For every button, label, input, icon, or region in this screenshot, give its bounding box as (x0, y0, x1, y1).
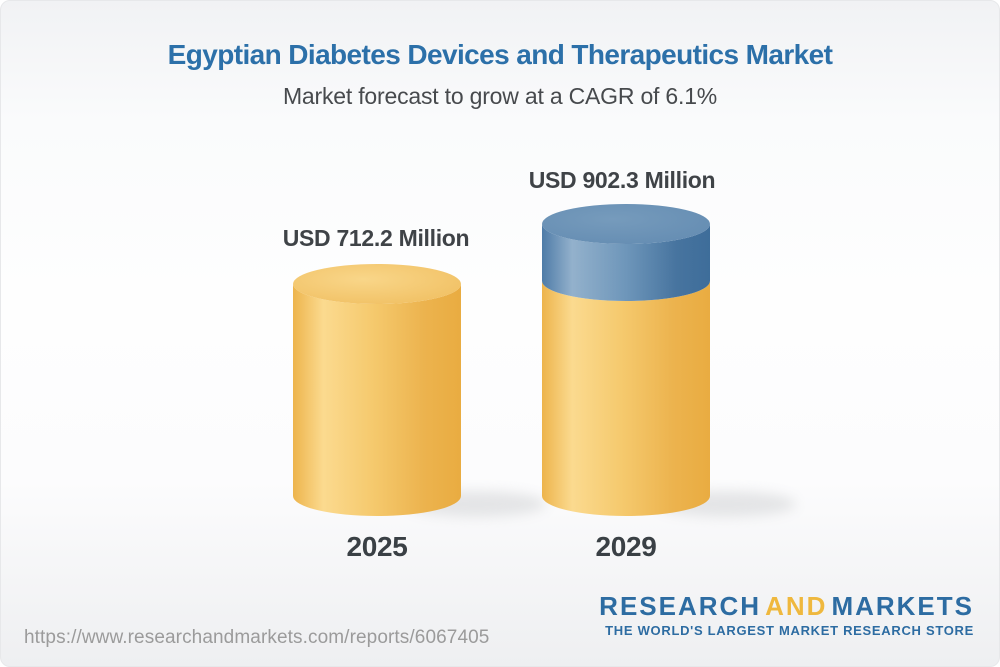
logo-wordmark: RESEARCH AND MARKETS (599, 593, 974, 620)
report-url[interactable]: https://www.researchandmarkets.com/repor… (24, 627, 490, 648)
cylinder-2029-growth-segment (542, 224, 710, 301)
research-and-markets-logo[interactable]: RESEARCH AND MARKETS THE WORLD'S LARGEST M… (599, 593, 974, 639)
cylinder-2029-base-segment (542, 281, 710, 516)
category-label-2025: 2025 (346, 531, 408, 562)
category-label-2029: 2029 (595, 531, 657, 562)
footer: https://www.researchandmarkets.com/repor… (1, 586, 999, 666)
logo-word-research: RESEARCH (599, 591, 762, 621)
logo-word-markets: MARKETS (831, 591, 974, 621)
logo-word-and: AND (765, 591, 828, 621)
page-title: Egyptian Diabetes Devices and Therapeuti… (167, 39, 833, 70)
cylinder-2029 (542, 204, 710, 516)
cylinder-2029-top (542, 204, 710, 244)
header: Egyptian Diabetes Devices and Therapeuti… (1, 1, 999, 109)
value-label-2025: USD 712.2 Million (282, 225, 470, 251)
value-label-2029: USD 902.3 Million (528, 167, 716, 193)
logo-tagline: THE WORLD'S LARGEST MARKET RESEARCH STOR… (605, 623, 974, 638)
page-subtitle: Market forecast to grow at a CAGR of 6.1… (282, 83, 718, 109)
cylinder-2025 (293, 264, 461, 516)
